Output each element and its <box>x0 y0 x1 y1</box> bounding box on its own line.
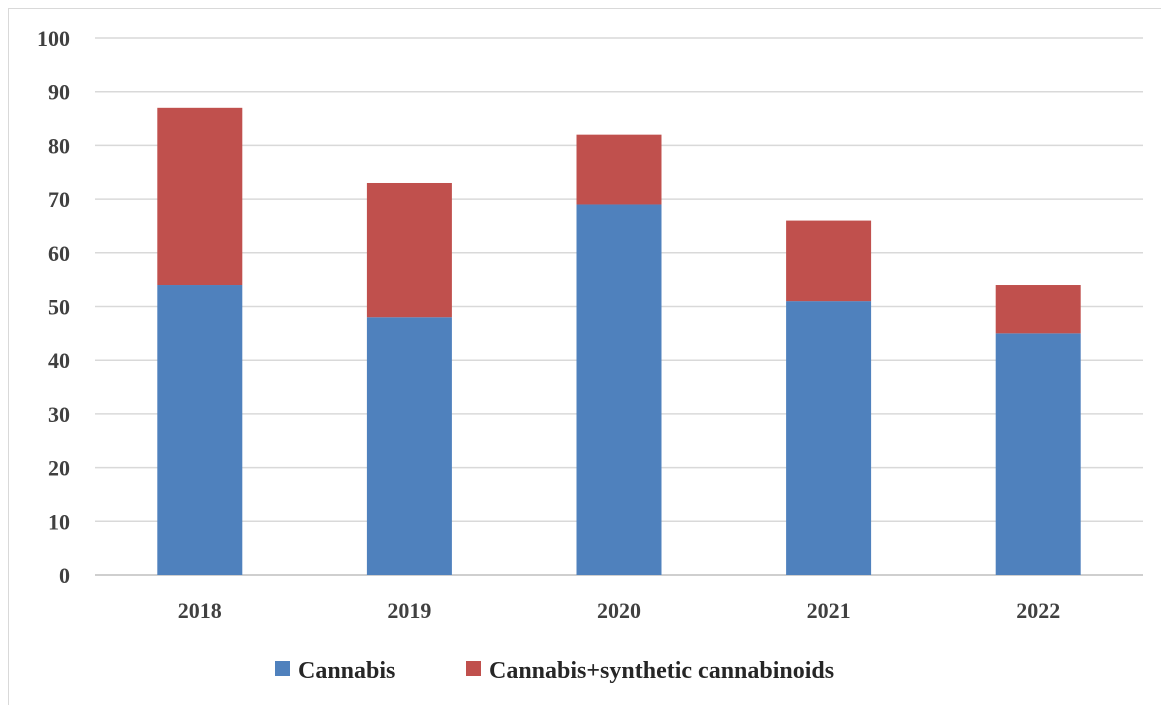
y-tick-label: 80 <box>48 133 70 158</box>
y-tick-label: 70 <box>48 187 70 212</box>
x-tick-label: 2018 <box>178 598 222 623</box>
y-tick-label: 60 <box>48 241 70 266</box>
y-tick-label: 90 <box>48 80 70 105</box>
x-tick-label: 2021 <box>807 598 851 623</box>
y-tick-label: 40 <box>48 348 70 373</box>
bar-cannabis-2019 <box>366 317 452 575</box>
legend: Cannabis Cannabis+synthetic cannabinoids <box>275 658 834 684</box>
bar-cannabis-synthetic-2018 <box>157 107 243 286</box>
bar-cannabis-synthetic-2020 <box>576 134 662 205</box>
x-axis: 2018 2019 2020 2021 2022 <box>178 598 1060 623</box>
bar-cannabis-2020 <box>576 204 662 575</box>
y-axis: 0 10 20 30 40 50 60 70 80 90 100 <box>37 26 70 588</box>
legend-swatch-cannabis <box>275 661 290 676</box>
legend-label-cannabis: Cannabis <box>298 658 395 684</box>
legend-label-cannabis-synthetic: Cannabis+synthetic cannabinoids <box>489 658 834 684</box>
x-tick-label: 2022 <box>1016 598 1060 623</box>
y-tick-label: 0 <box>59 563 70 588</box>
y-tick-label: 30 <box>48 402 70 427</box>
bar-cannabis-synthetic-2019 <box>366 182 452 318</box>
chart-frame <box>8 8 1161 705</box>
bar-cannabis-2021 <box>786 301 872 575</box>
bar-cannabis-synthetic-2021 <box>786 220 872 302</box>
y-tick-label: 20 <box>48 456 70 481</box>
bar-cannabis-synthetic-2022 <box>995 285 1081 334</box>
y-tick-label: 100 <box>37 26 70 51</box>
y-tick-label: 10 <box>48 509 70 534</box>
x-tick-label: 2019 <box>387 598 431 623</box>
bar-cannabis-2018 <box>157 285 243 575</box>
x-tick-label: 2020 <box>597 598 641 623</box>
bar-cannabis-2022 <box>995 333 1081 575</box>
bars <box>157 107 1081 575</box>
legend-swatch-cannabis-synthetic <box>466 661 481 676</box>
y-tick-label: 50 <box>48 295 70 320</box>
